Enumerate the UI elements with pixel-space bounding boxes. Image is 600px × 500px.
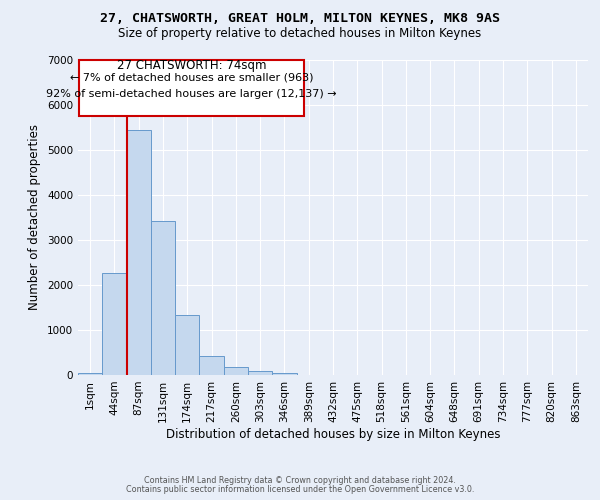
Bar [248,371,272,375]
Bar [224,367,248,375]
Text: Contains public sector information licensed under the Open Government Licence v3: Contains public sector information licen… [126,485,474,494]
Text: 92% of semi-detached houses are larger (12,137) →: 92% of semi-detached houses are larger (… [46,88,337,99]
Bar [272,373,296,375]
Y-axis label: Number of detached properties: Number of detached properties [28,124,41,310]
X-axis label: Distribution of detached houses by size in Milton Keynes: Distribution of detached houses by size … [166,428,500,440]
Bar [78,373,102,375]
Text: 27 CHATSWORTH: 74sqm: 27 CHATSWORTH: 74sqm [117,60,266,72]
Bar [199,356,224,375]
Bar [175,314,199,375]
Text: Contains HM Land Registry data © Crown copyright and database right 2024.: Contains HM Land Registry data © Crown c… [144,476,456,485]
Text: ← 7% of detached houses are smaller (963): ← 7% of detached houses are smaller (963… [70,73,313,83]
Bar [127,130,151,375]
Bar [151,220,175,375]
Bar [102,273,127,375]
FancyBboxPatch shape [79,60,304,116]
Text: Size of property relative to detached houses in Milton Keynes: Size of property relative to detached ho… [118,28,482,40]
Text: 27, CHATSWORTH, GREAT HOLM, MILTON KEYNES, MK8 9AS: 27, CHATSWORTH, GREAT HOLM, MILTON KEYNE… [100,12,500,26]
